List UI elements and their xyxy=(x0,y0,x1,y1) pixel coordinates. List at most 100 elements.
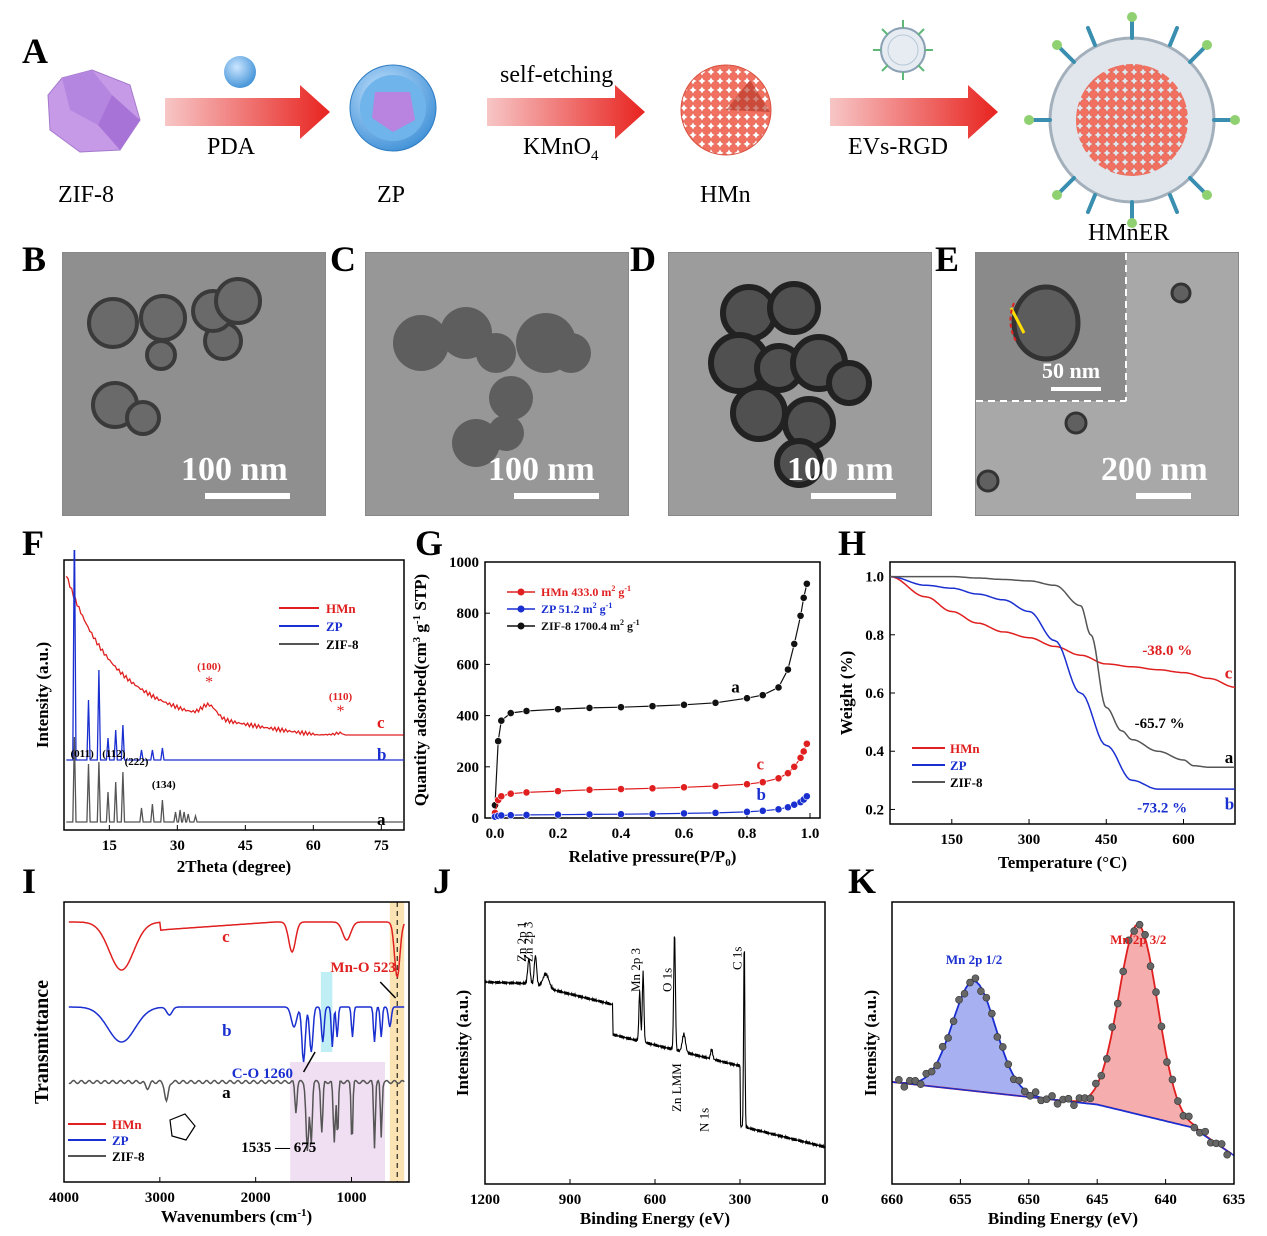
data-point xyxy=(497,811,506,820)
legend-marker xyxy=(517,622,525,630)
tem-image-c: 100 nm xyxy=(365,252,629,516)
data-point xyxy=(506,789,515,798)
peak-label: Zn 2p 1 xyxy=(514,922,529,962)
data-point xyxy=(796,753,805,762)
x-tick-label: 640 xyxy=(1154,1192,1177,1208)
data-point xyxy=(1168,1075,1177,1084)
y-axis-label: Transmittance xyxy=(31,980,53,1104)
curve-label-c: c xyxy=(377,713,385,732)
annotation-range: 1535 — 675 xyxy=(241,1140,316,1156)
data-point xyxy=(585,810,594,819)
scale-label-c: 100 nm xyxy=(488,451,595,488)
peak-fill-mn2p32 xyxy=(892,924,1232,1154)
curve-label-c: c xyxy=(222,927,230,946)
data-point xyxy=(1020,1087,1029,1096)
data-point xyxy=(1185,1112,1193,1121)
data-point xyxy=(977,987,985,995)
data-point xyxy=(554,810,562,819)
peak-label: C 1s xyxy=(729,947,744,970)
peak-label: Zn LMM xyxy=(669,1063,684,1112)
curve-label-c: c xyxy=(1225,663,1233,682)
y-tick-label: 200 xyxy=(457,760,480,776)
legend-label: ZIF-8 xyxy=(950,775,983,790)
arrow-evs-rgd xyxy=(830,85,998,139)
label-zp: ZP xyxy=(377,182,406,208)
scale-bar-c xyxy=(514,493,599,499)
inset-scale-label-e: 50 nm xyxy=(1042,358,1101,383)
label-self-etching: self-etching xyxy=(500,62,614,88)
data-point xyxy=(799,593,808,602)
data-point xyxy=(900,1083,909,1091)
data-point xyxy=(506,709,515,717)
data-point xyxy=(799,747,808,756)
series-zif8-line xyxy=(66,736,404,823)
data-point xyxy=(1015,1076,1024,1085)
imidazole-structure-icon xyxy=(169,1113,196,1141)
x-tick-label: 0.0 xyxy=(486,826,505,842)
series-line-ZP xyxy=(889,575,1235,790)
y-tick-label: 400 xyxy=(457,709,480,725)
y-tick-label: 0.6 xyxy=(865,686,884,702)
y-axis-label: Intensity (a.u.) xyxy=(453,990,472,1096)
x-tick-label: 645 xyxy=(1086,1192,1109,1208)
curve-label-a: a xyxy=(1225,748,1234,767)
data-point xyxy=(585,785,594,794)
x-tick-label: 0.8 xyxy=(738,826,757,842)
x-tick-label: 0.2 xyxy=(549,826,568,842)
loss-label-zp: -73.2 % xyxy=(1137,800,1187,816)
highlight-c-o xyxy=(320,972,333,1052)
data-point xyxy=(1190,1123,1199,1132)
x-axis-label: Binding Energy (eV) xyxy=(580,1209,730,1228)
data-point xyxy=(1201,1127,1210,1136)
scale-label-d: 100 nm xyxy=(787,451,894,488)
x-tick-label: 15 xyxy=(102,838,117,854)
data-point xyxy=(784,665,792,674)
data-point xyxy=(758,691,767,700)
curve-label-a: a xyxy=(377,810,386,829)
series-line-hmn xyxy=(68,921,405,979)
peak-annotation: (110) xyxy=(329,691,353,703)
panel-label-c: C xyxy=(330,239,356,279)
data-point xyxy=(960,989,969,998)
legend-label: HMn 433.0 m2 g-1 xyxy=(541,584,631,599)
pda-sphere-icon xyxy=(224,56,256,88)
x-axis-label: Temperature (°C) xyxy=(998,853,1127,872)
data-point xyxy=(497,716,506,725)
series-line-zif8 xyxy=(68,1079,405,1152)
data-point xyxy=(955,996,963,1004)
label-zif8: ZIF-8 xyxy=(58,182,114,208)
peak-label-mn2p12: Mn 2p 1/2 xyxy=(946,952,1002,967)
annotation-mn-o: Mn-O 523 xyxy=(330,960,395,976)
data-point xyxy=(648,810,657,818)
curve-label-b: b xyxy=(222,1021,231,1040)
data-point xyxy=(522,788,531,797)
data-point xyxy=(802,739,811,748)
y-tick-label: 1000 xyxy=(449,555,479,571)
y-axis-label: Intensity (a.u.) xyxy=(33,642,52,748)
data-point xyxy=(711,782,720,790)
data-point xyxy=(1048,1092,1056,1100)
data-point xyxy=(554,787,562,796)
panel-label-g: G xyxy=(415,523,444,563)
ftir-chart: 4000 3000 2000 1000 Wavenumbers (cm-1) Transm… xyxy=(31,901,410,1226)
data-point xyxy=(1223,1150,1231,1159)
data-point xyxy=(993,1033,1002,1041)
legend-label: HMn xyxy=(326,601,356,616)
data-point xyxy=(982,993,991,1002)
legend-label: ZP xyxy=(326,619,343,634)
data-point xyxy=(784,769,792,778)
tem-image-e: 50 nm 200 nm xyxy=(975,252,1239,516)
data-point xyxy=(494,737,503,746)
label-kmno4: KMnO4 xyxy=(523,134,599,164)
plot-frame xyxy=(889,561,1236,825)
data-point xyxy=(895,1076,903,1084)
plot-frame xyxy=(484,561,821,819)
x-tick-label: 655 xyxy=(949,1192,972,1208)
data-point xyxy=(802,792,811,801)
peak-label: Zn 2p 3 xyxy=(520,922,535,962)
series-line-ZIF-8 xyxy=(890,575,1235,768)
star-marker: * xyxy=(205,674,213,691)
x-tick-label: 2000 xyxy=(241,1190,271,1206)
panel-label-d: D xyxy=(630,239,656,279)
legend-label: HMn xyxy=(112,1117,142,1132)
